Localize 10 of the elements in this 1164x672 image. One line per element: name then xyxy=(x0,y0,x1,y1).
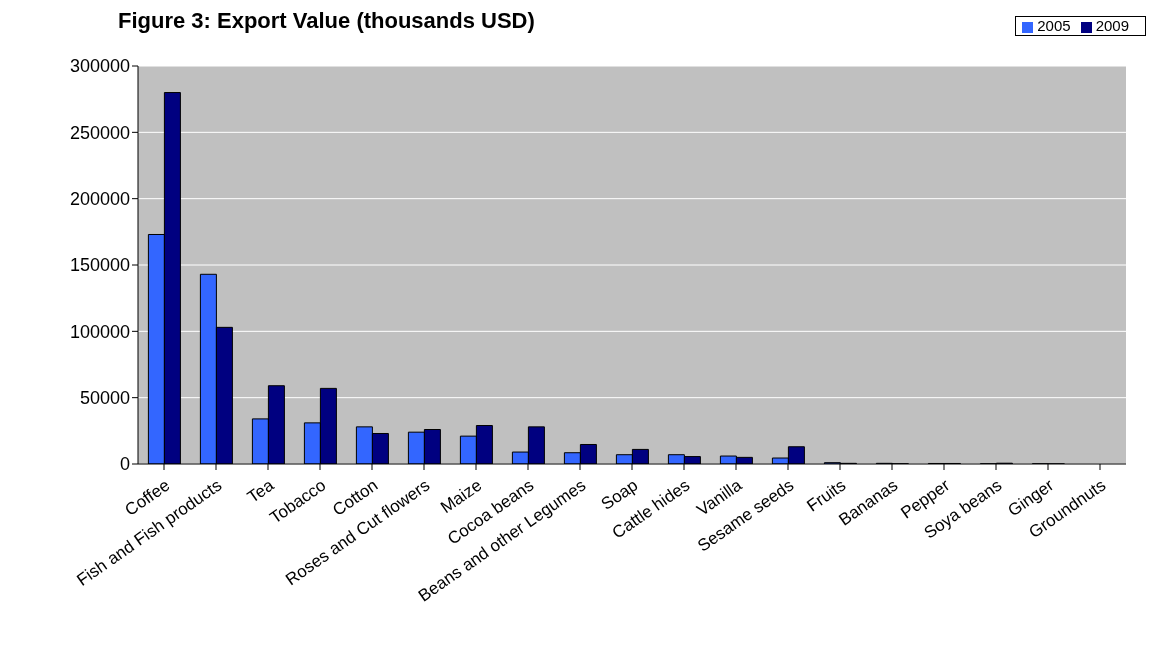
y-tick-label: 300000 xyxy=(69,56,130,77)
y-tick-label: 100000 xyxy=(69,321,130,342)
y-tick-label: 250000 xyxy=(69,122,130,143)
legend-label: 2005 xyxy=(1037,17,1071,34)
y-tick-label: 0 xyxy=(119,454,130,475)
y-tick-label: 150000 xyxy=(69,255,130,276)
chart-title: Figure 3: Export Value (thousands USD) xyxy=(118,8,535,34)
y-tick-label: 200000 xyxy=(69,189,130,210)
legend-label: 2009 xyxy=(1095,17,1129,34)
y-tick-label: 50000 xyxy=(79,388,130,409)
